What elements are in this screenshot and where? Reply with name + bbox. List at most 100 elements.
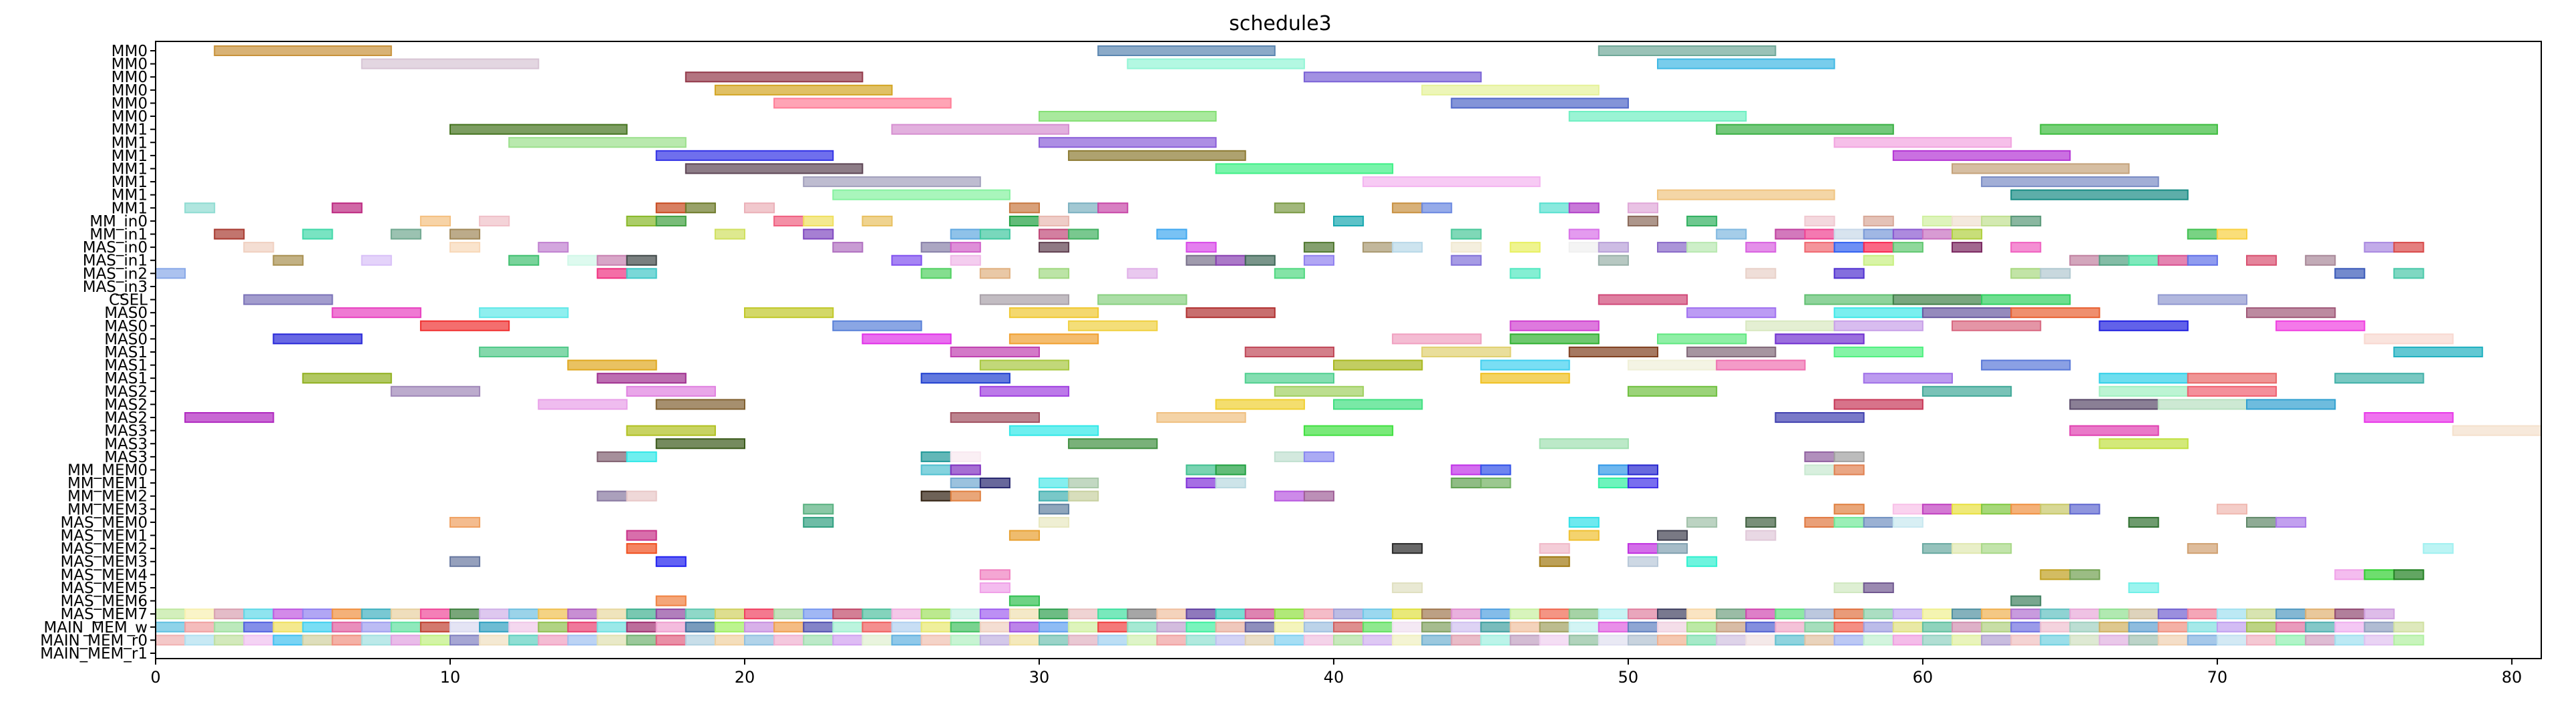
task-bar xyxy=(1745,621,1777,633)
task-bar xyxy=(1008,530,1041,541)
task-bar xyxy=(803,176,981,188)
task-bar xyxy=(538,621,569,633)
task-bar xyxy=(2275,608,2307,620)
task-bar xyxy=(803,635,834,646)
task-bar xyxy=(2040,635,2071,646)
task-bar xyxy=(538,399,628,410)
task-bar xyxy=(1509,242,1541,253)
task-bar xyxy=(1833,608,1865,620)
task-bar xyxy=(1039,490,1070,502)
task-bar xyxy=(1303,254,1335,266)
task-bar xyxy=(1804,635,1835,646)
task-bar xyxy=(1627,464,1658,476)
task-bar xyxy=(950,254,981,266)
x-tick-label: 80 xyxy=(2502,668,2523,687)
task-bar xyxy=(567,635,598,646)
task-bar xyxy=(1039,111,1217,122)
task-bar xyxy=(331,635,363,646)
task-bar xyxy=(2246,307,2336,319)
task-bar xyxy=(272,254,304,266)
task-bar xyxy=(1921,621,1953,633)
task-bar xyxy=(155,608,186,620)
task-bar xyxy=(155,635,186,646)
task-bar xyxy=(2275,635,2307,646)
task-bar xyxy=(1068,621,1099,633)
task-bar xyxy=(479,621,510,633)
task-bar xyxy=(1921,635,1953,646)
task-bar xyxy=(1039,228,1070,240)
y-tick-label: MAS_MEM3 xyxy=(60,554,148,571)
task-bar xyxy=(744,202,775,214)
task-bar xyxy=(1952,621,1983,633)
task-bar xyxy=(1686,556,1718,567)
task-bar xyxy=(1568,635,1600,646)
task-bar xyxy=(1716,621,1747,633)
task-bar xyxy=(2069,504,2100,515)
task-bar xyxy=(2187,228,2218,240)
task-bar xyxy=(920,490,952,502)
task-bar xyxy=(2040,608,2071,620)
task-bar xyxy=(2187,373,2277,384)
task-bar xyxy=(979,569,1010,580)
task-bar xyxy=(626,530,657,541)
task-bar xyxy=(1421,621,1453,633)
task-bar xyxy=(1627,385,1718,397)
task-bar xyxy=(2334,268,2366,279)
task-bar xyxy=(2010,189,2189,200)
task-bar xyxy=(1892,228,1923,240)
task-bar xyxy=(979,478,1010,489)
task-bar xyxy=(1362,621,1394,633)
task-bar xyxy=(1068,150,1246,161)
task-bar xyxy=(243,294,333,305)
task-bar xyxy=(1039,215,1070,226)
task-bar xyxy=(449,124,628,135)
task-bar xyxy=(2246,635,2277,646)
task-bar xyxy=(1833,242,1865,253)
y-tick-label: MM_MEM3 xyxy=(67,501,148,518)
task-bar xyxy=(1892,242,1923,253)
task-bar xyxy=(302,373,392,384)
task-bar xyxy=(2364,412,2454,423)
task-bar xyxy=(920,451,952,462)
task-bar xyxy=(596,490,628,502)
task-bar xyxy=(2422,543,2454,554)
task-bar xyxy=(655,399,746,410)
task-bar xyxy=(1008,608,1041,620)
task-bar xyxy=(1127,268,1158,279)
task-bar xyxy=(803,228,834,240)
task-bar xyxy=(891,124,1070,135)
task-bar xyxy=(1392,608,1423,620)
x-tick-label: 30 xyxy=(1029,668,1050,687)
task-bar xyxy=(1008,635,1041,646)
task-bar xyxy=(2187,254,2218,266)
task-bar xyxy=(1657,635,1688,646)
task-bar xyxy=(390,608,421,620)
task-bar xyxy=(1686,621,1718,633)
task-bar xyxy=(1686,242,1718,253)
task-bar xyxy=(714,608,746,620)
task-bar xyxy=(2187,621,2218,633)
task-bar xyxy=(508,254,540,266)
task-bar xyxy=(1068,478,1099,489)
task-bar xyxy=(1185,242,1217,253)
task-bar xyxy=(1333,215,1364,226)
task-bar xyxy=(1833,516,1865,528)
task-bar xyxy=(567,608,598,620)
task-bar xyxy=(1952,228,1983,240)
task-bar xyxy=(2393,635,2424,646)
task-bar xyxy=(950,608,981,620)
task-bar xyxy=(1657,58,1835,69)
task-bar xyxy=(1039,621,1070,633)
task-bar xyxy=(1185,478,1217,489)
task-bar xyxy=(2305,254,2336,266)
y-tick-label: MM_in0 xyxy=(89,213,148,230)
task-bar xyxy=(2040,268,2071,279)
task-bar xyxy=(832,608,864,620)
task-bar xyxy=(390,621,421,633)
y-tick-label: MAS_in2 xyxy=(83,265,148,283)
task-bar xyxy=(1039,608,1070,620)
task-bar xyxy=(2393,268,2424,279)
task-bar xyxy=(538,242,569,253)
task-bar xyxy=(1745,635,1777,646)
